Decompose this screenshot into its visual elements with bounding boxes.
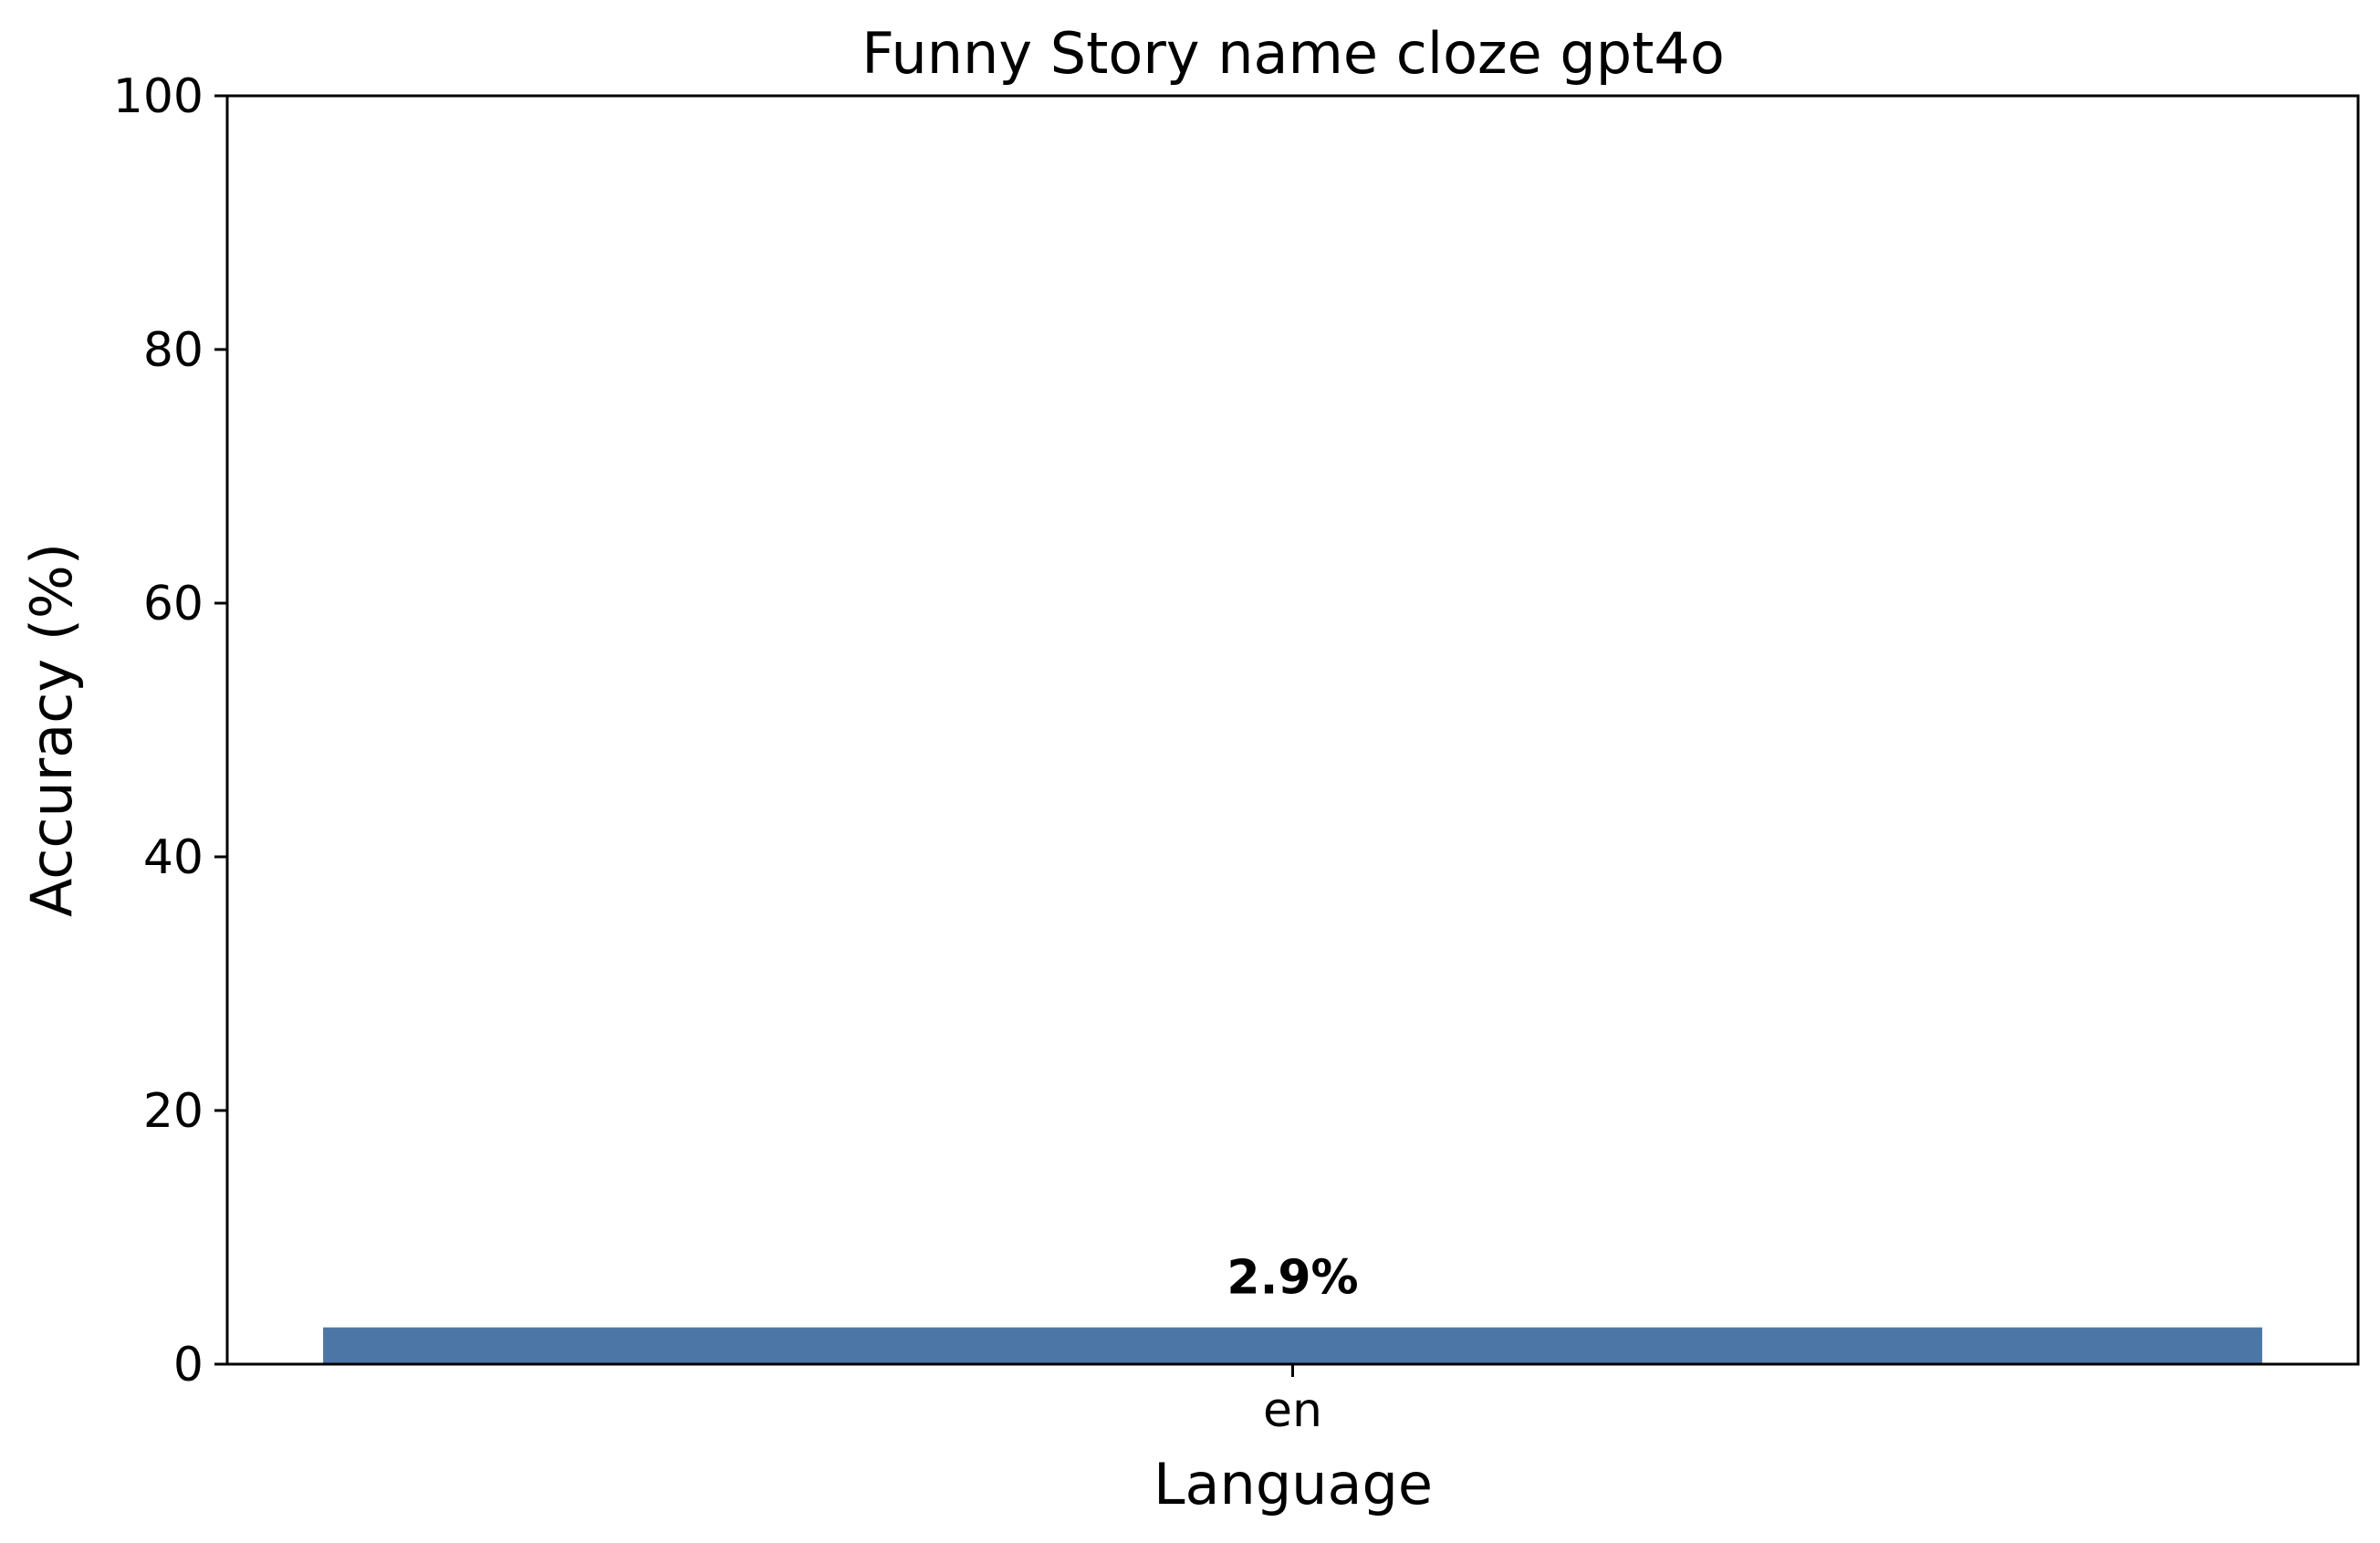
y-axis-label: Accuracy (%) xyxy=(18,543,85,917)
bar-value-label: 2.9% xyxy=(1227,1251,1358,1306)
y-tick-label: 0 xyxy=(173,1338,204,1392)
y-tick-label: 100 xyxy=(113,69,204,124)
y-tick-label: 60 xyxy=(143,577,204,631)
bars-layer xyxy=(323,1327,2262,1364)
bar-en xyxy=(323,1327,2262,1364)
x-tick-label: en xyxy=(1263,1383,1322,1438)
y-tick-label: 80 xyxy=(143,323,204,378)
bar-labels-layer: 2.9% xyxy=(1227,1251,1358,1306)
y-tick-label: 40 xyxy=(143,830,204,885)
x-axis-label: Language xyxy=(1153,1451,1433,1517)
y-axis-ticks: 0 20 40 60 80 100 xyxy=(113,69,227,1392)
chart-title: Funny Story name cloze gpt4o xyxy=(861,20,1725,87)
plot-frame xyxy=(225,94,2360,1366)
x-axis-ticks: en xyxy=(1263,1364,1322,1438)
y-tick-label: 20 xyxy=(143,1084,204,1139)
